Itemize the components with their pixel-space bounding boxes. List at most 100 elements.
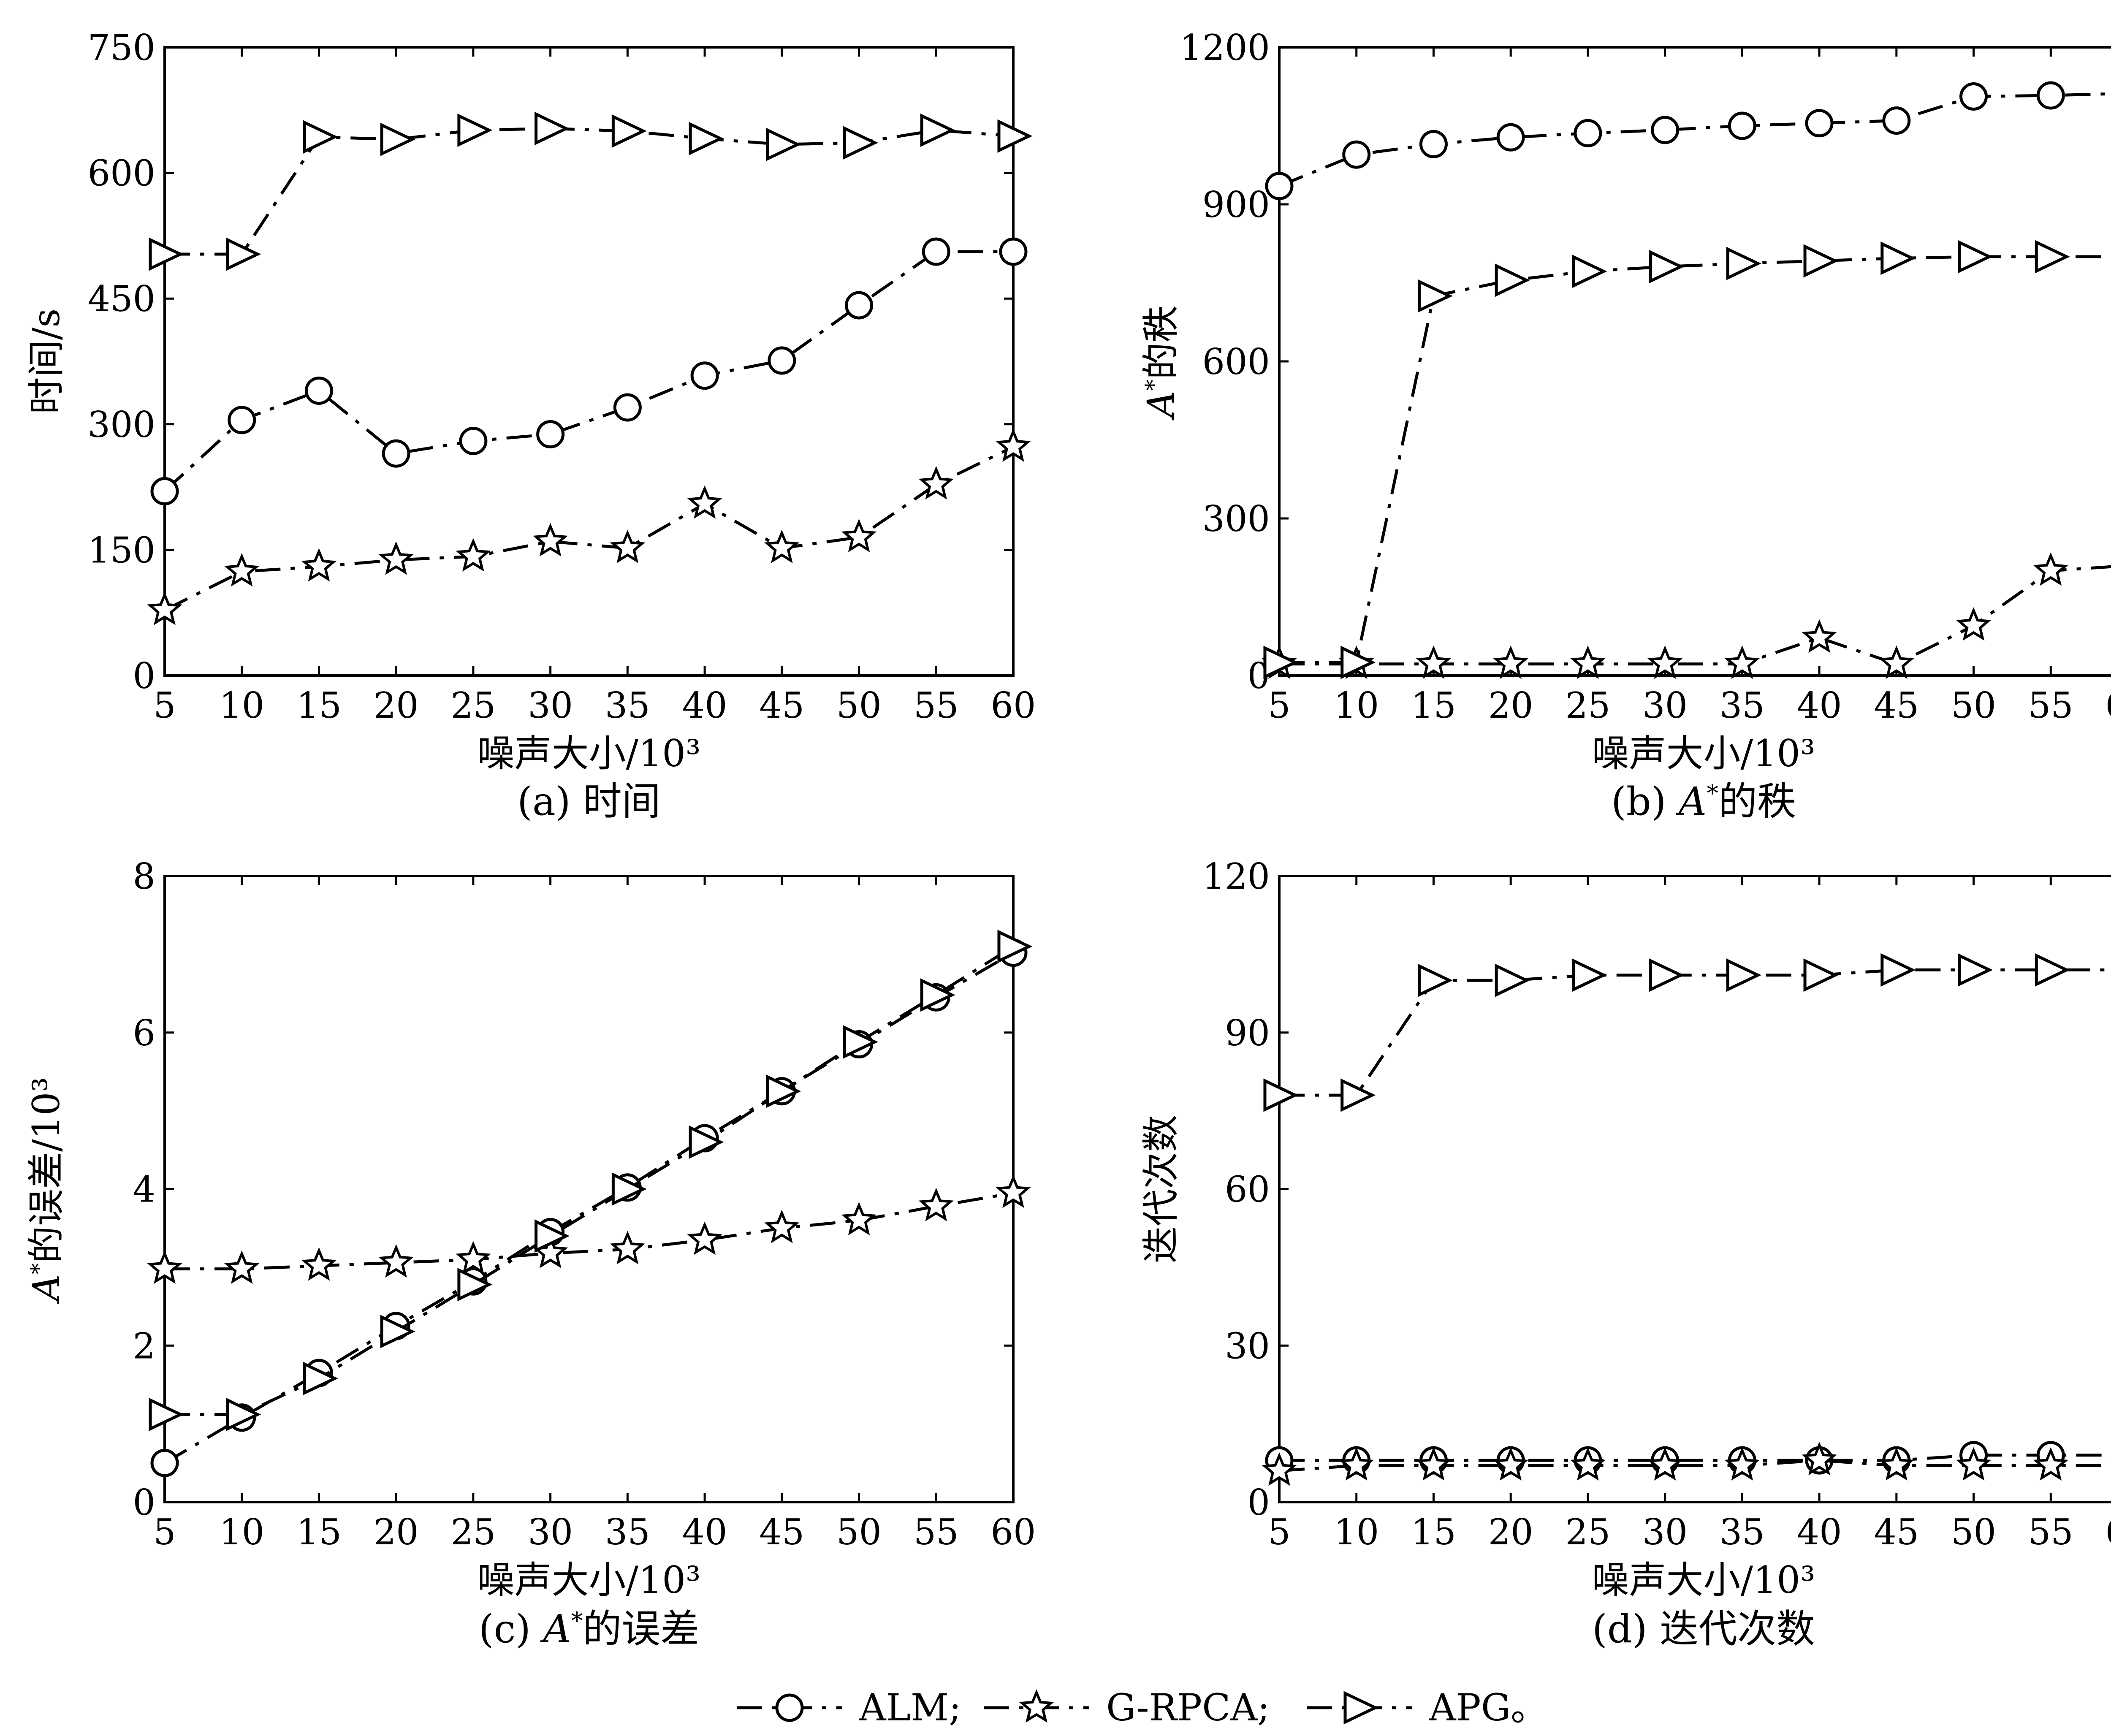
series-g-rpca	[1262, 552, 2111, 679]
data-point-alm	[999, 237, 1028, 266]
data-point-g-rpca	[1570, 1447, 1606, 1481]
x-tick-label: 25	[1565, 685, 1610, 726]
y-tick-label: 6	[133, 1012, 155, 1054]
y-tick-label: 150	[88, 529, 155, 571]
x-axis-label: 噪声大小/10³	[478, 1558, 701, 1602]
x-tick-label: 25	[450, 685, 496, 726]
data-point-apg	[1495, 263, 1530, 297]
plot-frame	[163, 875, 1015, 1503]
data-point-apg	[1572, 255, 1607, 288]
y-tick-label: 300	[1202, 498, 1270, 540]
legend: ALM; G-RPCA; APG。	[737, 1686, 1548, 1729]
data-point-apg	[1263, 646, 1299, 679]
data-point-g-rpca	[2033, 552, 2068, 586]
data-point-apg	[1495, 963, 1530, 997]
y-tick-label: 450	[88, 278, 155, 320]
data-point-apg	[611, 114, 647, 148]
data-point-apg	[1263, 1078, 1299, 1112]
data-point-alm	[2036, 81, 2065, 110]
y-tick-label: 300	[88, 404, 155, 445]
y-tick-label: 120	[1202, 856, 1270, 897]
data-point-g-rpca	[610, 1231, 646, 1264]
x-tick-label: 55	[2028, 685, 2073, 726]
data-point-g-rpca	[2033, 1447, 2068, 1481]
data-point-apg	[2035, 240, 2070, 274]
x-tick-label: 15	[296, 1511, 342, 1553]
y-tick-label: 2	[133, 1325, 155, 1367]
data-point-g-rpca	[1956, 1447, 1992, 1481]
x-tick-label: 25	[1565, 1511, 1610, 1553]
data-point-g-rpca	[1647, 645, 1683, 679]
x-tick-label: 40	[682, 685, 727, 726]
chart-caption: (a) 时间	[517, 779, 661, 824]
data-point-g-rpca	[1339, 1447, 1374, 1481]
legend-marker-g-rpca	[1019, 1689, 1054, 1723]
data-point-alm	[150, 1448, 179, 1477]
chart-panel-b: 5101520253035404550556003006009001200噪声大…	[1139, 27, 2111, 824]
plot-frame	[163, 46, 1015, 677]
x-tick-label: 15	[1411, 685, 1456, 726]
data-point-apg	[843, 126, 879, 160]
data-point-alm	[382, 439, 410, 468]
y-tick-label: 900	[1202, 184, 1270, 225]
y-tick-label: 0	[133, 1482, 155, 1523]
data-point-apg	[457, 1268, 493, 1302]
data-point-apg	[997, 930, 1033, 963]
data-point-apg	[1649, 958, 1685, 992]
x-tick-label: 45	[1874, 685, 1919, 726]
series-line-g-rpca	[165, 1191, 1014, 1271]
data-point-alm	[536, 420, 565, 449]
data-point-g-rpca	[224, 1250, 260, 1284]
data-point-apg	[535, 1219, 570, 1253]
x-tick-label: 5	[153, 685, 176, 726]
chart-panel-c: 5 10 15 20 25 30 35 40 45 50 55 60 0 2 4 6 8 噪声大小/10³ A*的误…	[24, 856, 1036, 1652]
series-line-g-rpca	[1279, 565, 2111, 666]
data-point-apg	[1803, 958, 1839, 992]
x-axis-label: 噪声大小/10³	[478, 732, 701, 775]
x-tick-label: 50	[836, 1511, 882, 1553]
data-point-apg	[1572, 958, 1607, 992]
data-point-g-rpca	[918, 1188, 954, 1221]
data-point-g-rpca	[1493, 1447, 1528, 1481]
data-point-g-rpca	[687, 1221, 722, 1255]
x-axis-label: 噪声大小/10³	[1592, 1558, 1815, 1602]
data-point-apg	[380, 122, 415, 156]
x-tick-label: 45	[759, 1511, 804, 1553]
x-tick-label: 35	[1720, 1511, 1765, 1553]
series-apg	[149, 930, 1033, 1431]
series-line-apg	[165, 127, 1014, 256]
x-tick-label: 30	[1642, 1511, 1688, 1553]
x-tick-label: 35	[605, 1511, 650, 1553]
data-point-apg	[920, 978, 955, 1012]
data-point-apg	[1958, 953, 1993, 987]
x-tick-label: 35	[605, 685, 650, 726]
data-point-g-rpca	[996, 1174, 1031, 1208]
data-point-apg	[1803, 244, 1839, 278]
x-tick-label: 20	[374, 1511, 419, 1553]
data-point-alm	[922, 237, 950, 266]
chart-panel-d: 5 10 15 20 25 30 35 40 45 50 55 60 0 30 60 90 120 噪声大小/10…	[1139, 856, 2111, 1652]
data-point-alm	[768, 346, 796, 375]
data-point-apg	[843, 1025, 879, 1059]
x-tick-label: 50	[836, 685, 882, 726]
x-tick-label: 60	[2106, 685, 2111, 726]
data-point-alm	[1805, 109, 1834, 138]
data-point-apg	[149, 1397, 184, 1431]
x-tick-label: 45	[759, 685, 804, 726]
data-point-g-rpca	[841, 518, 877, 553]
x-tick-label: 30	[1642, 685, 1688, 726]
data-point-apg	[226, 237, 261, 271]
data-point-alm	[228, 406, 256, 434]
x-tick-label: 10	[219, 685, 264, 726]
data-point-alm	[1651, 116, 1680, 144]
x-tick-label: 45	[1874, 1511, 1919, 1553]
series-line-alm	[1278, 92, 2111, 187]
data-point-g-rpca	[1879, 645, 1914, 679]
y-axis-label: 时间/s	[24, 309, 68, 415]
data-point-apg	[1340, 646, 1376, 679]
x-tick-label: 60	[991, 1511, 1036, 1553]
data-point-g-rpca	[687, 485, 722, 519]
data-point-apg	[766, 127, 801, 161]
data-point-apg	[226, 1397, 261, 1431]
x-tick-label: 40	[682, 1511, 727, 1553]
